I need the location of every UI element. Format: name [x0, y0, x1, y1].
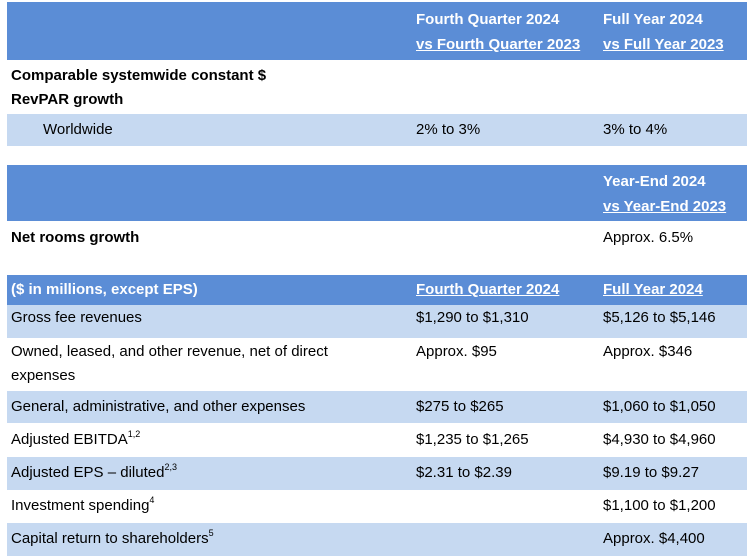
row-label-wrap: Adjusted EPS – diluted2,3 [11, 461, 177, 485]
row-q4-value: $275 to $265 [416, 398, 504, 415]
table-row: Adjusted EPS – diluted2,3 $2.31 to $2.39… [7, 457, 747, 490]
col-header-fy-line2: vs Full Year 2023 [603, 36, 724, 53]
row-label-wrap: Investment spending4 [11, 494, 154, 518]
footnote-marker: 5 [208, 528, 214, 538]
row-fy-value: $5,126 to $5,146 [603, 309, 716, 326]
guidance-header-financials: ($ in millions, except EPS) Fourth Quart… [7, 275, 747, 305]
revpar-title-line1: Comparable systemwide constant $ [11, 67, 267, 84]
row-fy-value: $1,060 to $1,050 [603, 398, 716, 415]
col-header-fy: Full Year 2024 [603, 281, 703, 298]
net-rooms-label: Net rooms growth [11, 229, 140, 246]
row-fy-value: $9.19 to $9.27 [603, 464, 699, 481]
row-q4-value: $2.31 to $2.39 [416, 464, 512, 481]
col-header-ye-line2: vs Year-End 2023 [603, 198, 727, 215]
row-q4-value: $1,290 to $1,310 [416, 309, 529, 326]
row-label-wrap: Adjusted EBITDA1,2 [11, 428, 140, 452]
row-label: Investment spending [11, 497, 150, 514]
units-note: ($ in millions, except EPS) [11, 281, 198, 298]
worldwide-label: Worldwide [43, 121, 113, 138]
table-row: Capital return to shareholders5 Approx. … [7, 523, 747, 556]
table-row: Investment spending4 $1,100 to $1,200 [7, 490, 747, 523]
worldwide-fy-value: 3% to 4% [603, 121, 668, 138]
col-header-ye-line1: Year-End 2024 [603, 173, 706, 190]
footnote-marker: 1,2 [127, 429, 141, 439]
footnote-marker: 4 [149, 495, 155, 505]
table-row: Gross fee revenues $1,290 to $1,310 $5,1… [7, 305, 747, 338]
guidance-header-net-rooms: Year-End 2024 vs Year-End 2023 [7, 165, 747, 221]
revpar-metric-title: Comparable systemwide constant $ RevPAR … [7, 60, 747, 114]
table-row-worldwide: Worldwide 2% to 3% 3% to 4% [7, 114, 747, 146]
row-fy-value: Approx. $4,400 [603, 530, 705, 547]
row-label-line2: expenses [11, 367, 76, 384]
table-row: Adjusted EBITDA1,2 $1,235 to $1,265 $4,9… [7, 423, 747, 457]
row-label: Gross fee revenues [11, 309, 142, 326]
row-label-wrap: Capital return to shareholders5 [11, 527, 214, 551]
row-label: Capital return to shareholders [11, 530, 209, 547]
table-row: General, administrative, and other expen… [7, 391, 747, 423]
table-row-net-rooms: Net rooms growth Approx. 6.5% [7, 221, 747, 255]
footnote-marker: 2,3 [164, 462, 177, 472]
col-header-q4-line2: vs Fourth Quarter 2023 [416, 36, 581, 53]
worldwide-q4-value: 2% to 3% [416, 121, 481, 138]
guidance-header-revpar: Fourth Quarter 2024 vs Fourth Quarter 20… [7, 2, 747, 60]
revpar-title-line2: RevPAR growth [11, 91, 124, 108]
col-header-q4: Fourth Quarter 2024 [416, 281, 560, 298]
row-fy-value: $1,100 to $1,200 [603, 497, 716, 514]
row-label: Adjusted EBITDA [11, 431, 128, 448]
row-label: General, administrative, and other expen… [11, 398, 306, 415]
row-q4-value: $1,235 to $1,265 [416, 431, 529, 448]
row-fy-value: Approx. $346 [603, 343, 693, 360]
row-fy-value: $4,930 to $4,960 [603, 431, 716, 448]
net-rooms-value: Approx. 6.5% [603, 229, 694, 246]
row-label: Adjusted EPS – diluted [11, 464, 165, 481]
table-row: Owned, leased, and other revenue, net of… [7, 338, 747, 391]
row-q4-value: Approx. $95 [416, 343, 497, 360]
col-header-q4-line1: Fourth Quarter 2024 [416, 11, 560, 28]
row-label: Owned, leased, and other revenue, net of… [11, 343, 328, 360]
col-header-fy-line1: Full Year 2024 [603, 11, 703, 28]
